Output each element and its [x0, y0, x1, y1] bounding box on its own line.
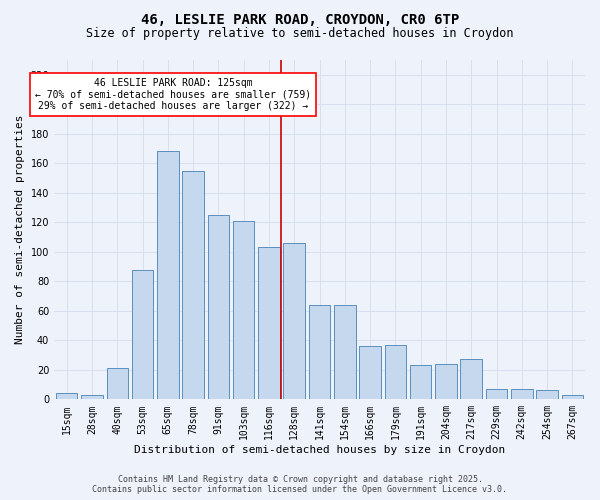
Bar: [81, 395, 103, 400]
Bar: [157, 152, 179, 400]
Bar: [536, 390, 558, 400]
Bar: [460, 360, 482, 400]
Y-axis label: Number of semi-detached properties: Number of semi-detached properties: [15, 115, 25, 344]
Bar: [359, 346, 381, 400]
Bar: [562, 395, 583, 400]
Text: 46, LESLIE PARK ROAD, CROYDON, CR0 6TP: 46, LESLIE PARK ROAD, CROYDON, CR0 6TP: [141, 12, 459, 26]
Bar: [258, 248, 280, 400]
Bar: [56, 394, 77, 400]
Bar: [107, 368, 128, 400]
Bar: [435, 364, 457, 400]
Bar: [309, 305, 330, 400]
Bar: [486, 389, 507, 400]
Text: Size of property relative to semi-detached houses in Croydon: Size of property relative to semi-detach…: [86, 28, 514, 40]
Text: 46 LESLIE PARK ROAD: 125sqm
← 70% of semi-detached houses are smaller (759)
29% : 46 LESLIE PARK ROAD: 125sqm ← 70% of sem…: [35, 78, 311, 111]
Bar: [283, 243, 305, 400]
Bar: [511, 389, 533, 400]
Bar: [132, 270, 153, 400]
Bar: [410, 366, 431, 400]
Text: Contains HM Land Registry data © Crown copyright and database right 2025.
Contai: Contains HM Land Registry data © Crown c…: [92, 474, 508, 494]
Bar: [334, 305, 356, 400]
Bar: [233, 221, 254, 400]
X-axis label: Distribution of semi-detached houses by size in Croydon: Distribution of semi-detached houses by …: [134, 445, 505, 455]
Bar: [385, 344, 406, 400]
Bar: [208, 215, 229, 400]
Bar: [182, 170, 204, 400]
